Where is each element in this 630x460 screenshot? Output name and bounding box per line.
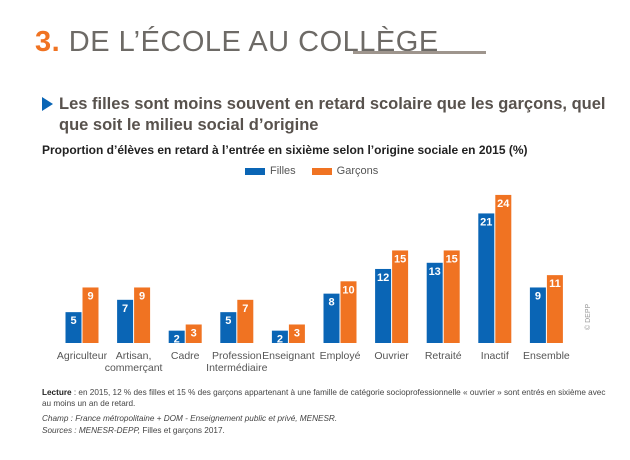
data-label: 9 [87, 290, 93, 302]
bar-garcons [288, 324, 305, 343]
bar-filles [375, 268, 392, 343]
bar-filles [220, 312, 237, 343]
legend-swatch-garcons [311, 167, 332, 175]
bar-filles [478, 213, 495, 343]
legend-swatch-filles [245, 167, 265, 175]
bar-filles [168, 330, 185, 343]
data-label: 10 [342, 284, 354, 296]
bar-chart: 59Agriculteur79Artisan,commerçant23Cadre… [57, 194, 570, 374]
data-label: 12 [377, 272, 389, 284]
bar-garcons [392, 250, 409, 343]
data-label: 15 [394, 253, 406, 265]
data-label: 8 [328, 297, 334, 309]
data-label: 5 [70, 315, 76, 327]
category-label: Agriculteur [57, 350, 108, 362]
sources-text: Filles et garçons 2017. [140, 426, 225, 435]
lecture-note: Lecture : en 2015, 12 % des filles et 15… [42, 388, 612, 409]
data-label: 9 [535, 290, 541, 302]
headline: Les filles sont moins souvent en retard … [42, 94, 619, 136]
category-label: Artisan, [116, 350, 152, 362]
legend-item-filles: Filles [245, 165, 296, 177]
data-label: 7 [122, 303, 128, 315]
data-label: 21 [480, 216, 492, 228]
legend-label-filles: Filles [270, 165, 296, 177]
data-label: 13 [429, 266, 441, 278]
category-label: Employé [320, 350, 361, 362]
data-label: 11 [549, 278, 561, 290]
triangle-right-icon [42, 97, 53, 111]
category-label: Profession [212, 350, 262, 362]
title-rule [353, 51, 486, 54]
data-label: 9 [139, 290, 145, 302]
data-label: 2 [174, 334, 180, 346]
bar-garcons [495, 194, 512, 343]
category-label: Cadre [171, 350, 200, 362]
section-number: 3. [35, 26, 61, 58]
legend-item-garcons: Garçons [311, 165, 379, 177]
champ-note: Champ : France métropolitaine + DOM - En… [42, 414, 612, 425]
data-label: 3 [294, 327, 300, 339]
category-label: Ensemble [523, 350, 570, 362]
lecture-text: : en 2015, 12 % des filles et 15 % des g… [42, 388, 606, 408]
bar-garcons [185, 324, 202, 343]
data-label: 24 [497, 198, 510, 210]
bar-filles [271, 330, 288, 343]
category-label: commerçant [105, 362, 163, 374]
headline-text: Les filles sont moins souvent en retard … [59, 95, 606, 134]
bar-filles [426, 262, 443, 343]
bar-garcons [443, 250, 460, 343]
lecture-label: Lecture [42, 388, 72, 397]
sources-label: Sources : MENESR-DEPP, [42, 426, 141, 435]
category-label: Enseignant [262, 350, 315, 362]
data-label: 3 [191, 327, 197, 339]
chart-legend: Filles Garçons [245, 165, 394, 177]
category-label: Retraité [425, 350, 462, 362]
bar-garcons [340, 281, 357, 343]
chart-title: Proportion d’élèves en retard à l’entrée… [42, 143, 528, 157]
bar-garcons [82, 287, 99, 343]
bar-filles [65, 312, 82, 343]
category-label: Intermédiaire [206, 362, 267, 374]
bar-garcons [134, 287, 151, 343]
bar-filles [529, 287, 546, 343]
bar-filles [117, 299, 134, 343]
sources-note: Sources : MENESR-DEPP, Filles et garçons… [42, 426, 612, 437]
data-label: 7 [242, 303, 248, 315]
bar-garcons [237, 299, 254, 343]
category-label: Inactif [481, 350, 509, 362]
bar-filles [323, 293, 340, 343]
data-label: 2 [277, 334, 283, 346]
legend-label-garcons: Garçons [336, 165, 379, 177]
data-label: 5 [225, 315, 231, 327]
category-label: Ouvrier [374, 350, 409, 362]
bar-garcons [546, 275, 563, 343]
copyright-credit: © DEPP [585, 303, 592, 330]
champ-text: Champ : France métropolitaine + DOM - En… [42, 414, 338, 423]
data-label: 15 [446, 253, 458, 265]
